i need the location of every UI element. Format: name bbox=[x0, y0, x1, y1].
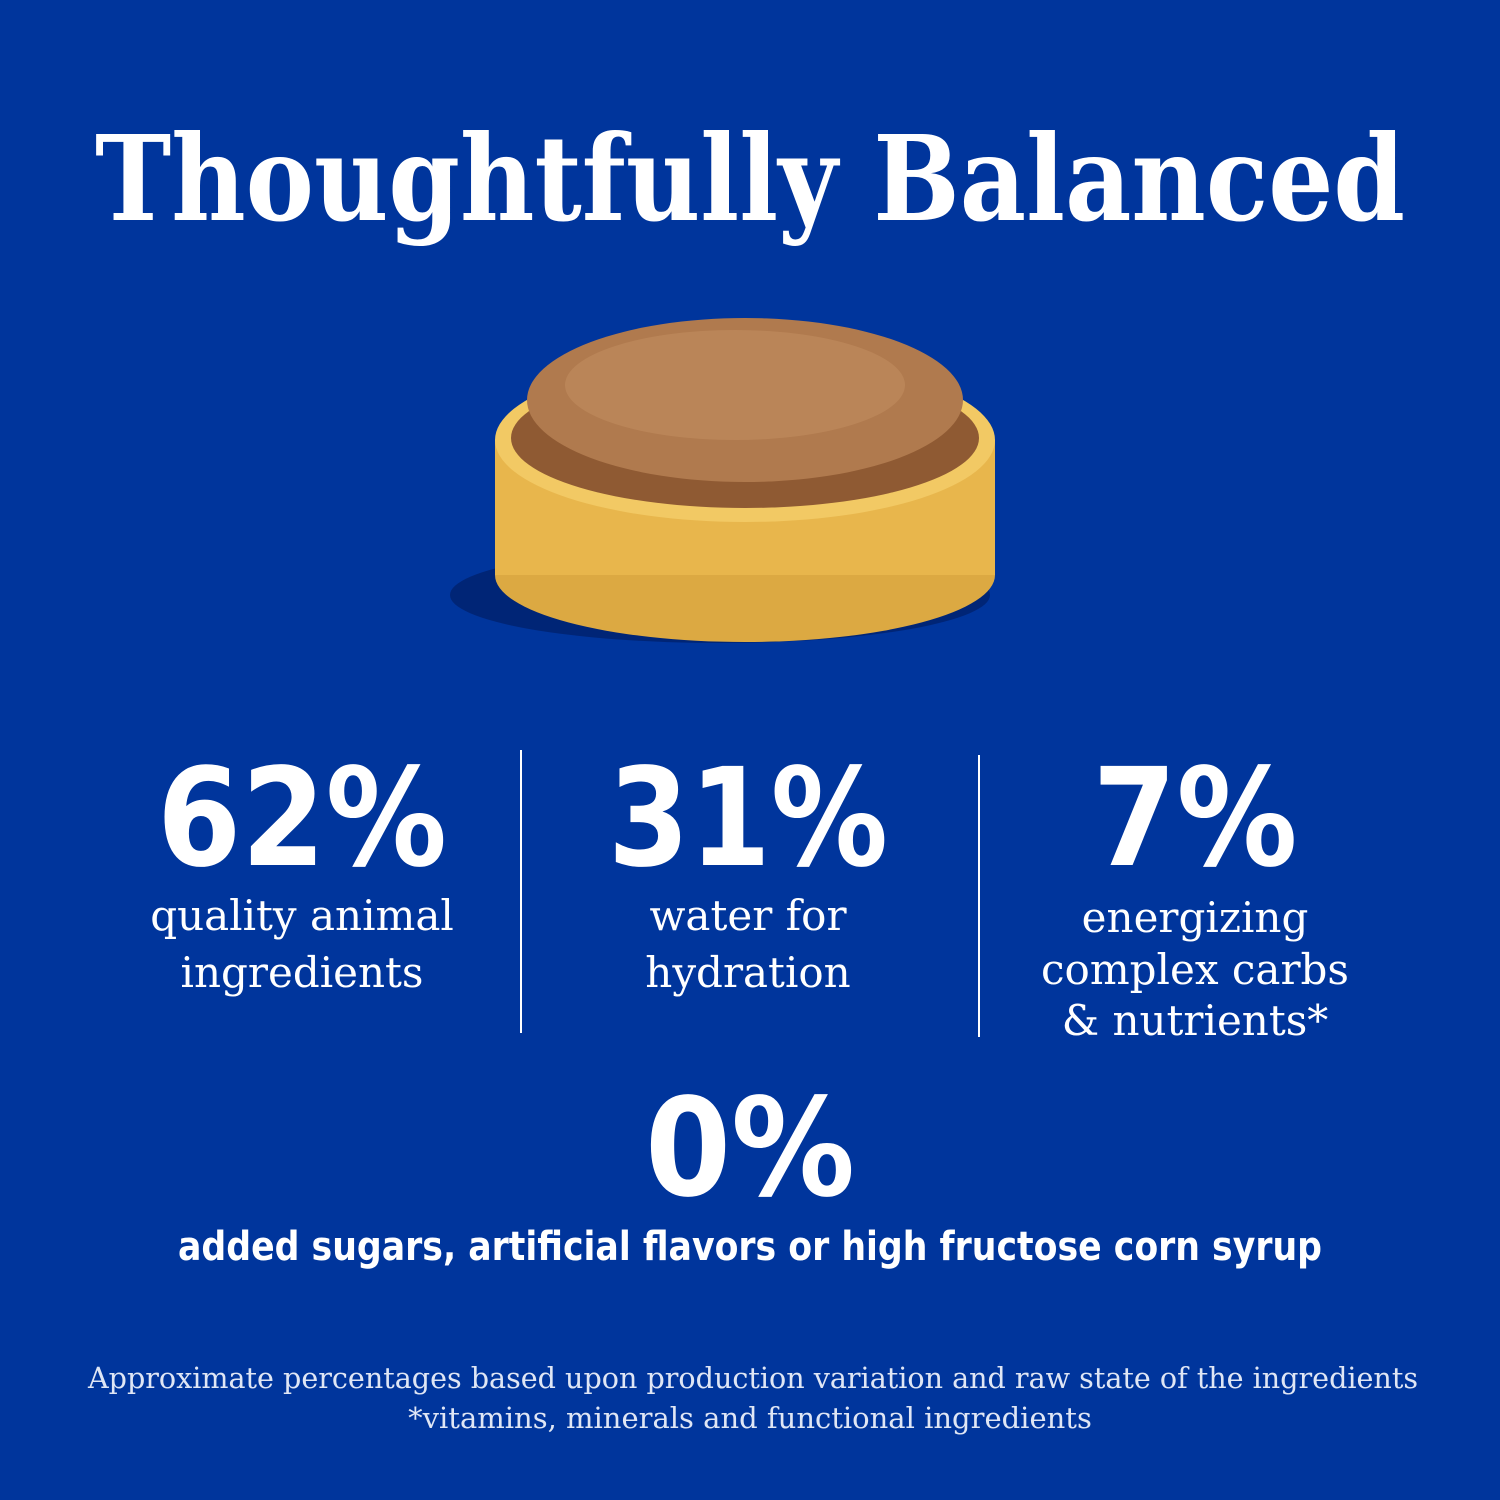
food-bowl bbox=[450, 318, 995, 643]
stat-description: hydration bbox=[645, 948, 850, 997]
stat-value: 0% bbox=[645, 1070, 855, 1228]
stat-description: ingredients bbox=[181, 948, 424, 997]
footnote: Approximate percentages based upon produ… bbox=[87, 1361, 1418, 1395]
stat-value: 7% bbox=[1093, 740, 1298, 898]
stat-description: complex carbs bbox=[1041, 945, 1349, 994]
title: Thoughtfully Balanced bbox=[95, 109, 1405, 248]
stat-description: added sugars, artificial flavors or high… bbox=[178, 1224, 1322, 1270]
stat-description: & nutrients* bbox=[1062, 996, 1329, 1045]
food-highlight bbox=[565, 330, 905, 440]
footnote: *vitamins, minerals and functional ingre… bbox=[408, 1401, 1092, 1435]
stat-description: quality animal bbox=[150, 891, 454, 940]
stat-description: water for bbox=[649, 891, 847, 940]
stat-value: 31% bbox=[608, 740, 888, 898]
stat-description: energizing bbox=[1082, 893, 1309, 942]
stat-value: 62% bbox=[157, 740, 447, 898]
